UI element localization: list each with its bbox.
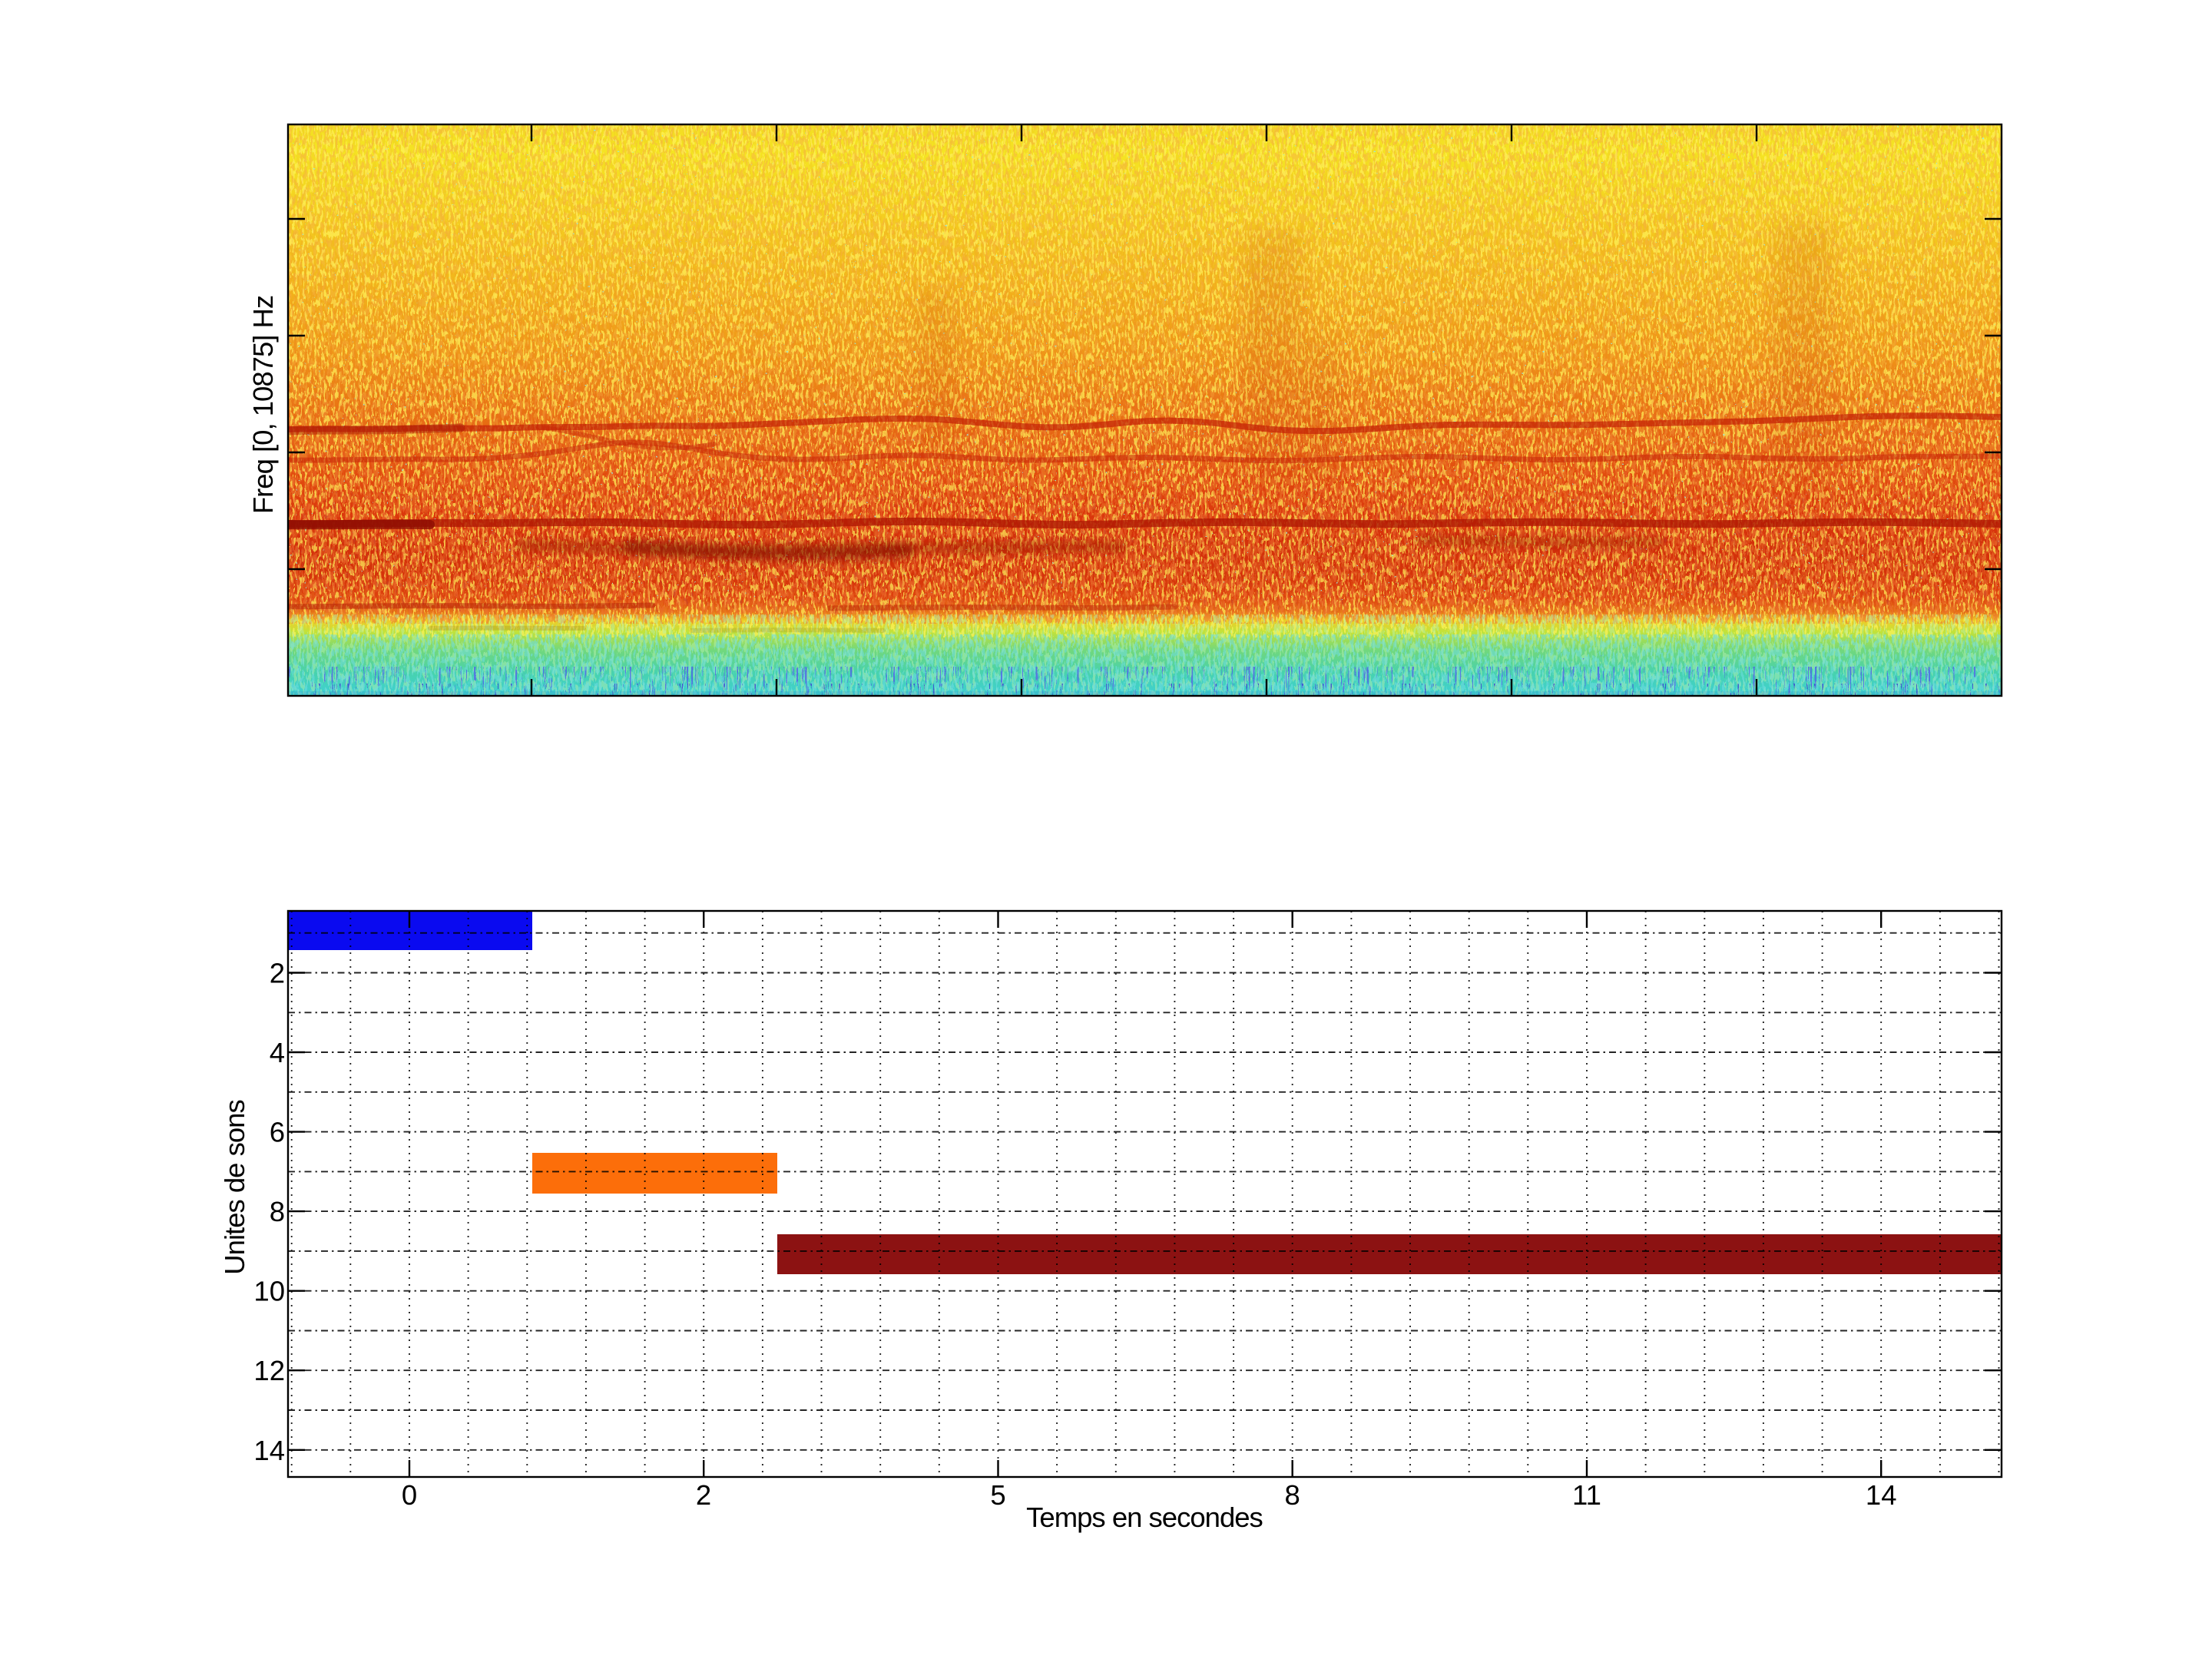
svg-text:2: 2 — [696, 1479, 711, 1511]
svg-text:12: 12 — [253, 1355, 285, 1386]
svg-text:5: 5 — [990, 1479, 1005, 1511]
svg-text:6: 6 — [270, 1117, 285, 1148]
svg-text:8: 8 — [270, 1196, 285, 1227]
svg-text:4: 4 — [270, 1037, 285, 1068]
svg-text:14: 14 — [1866, 1479, 1897, 1511]
svg-text:11: 11 — [1572, 1479, 1601, 1511]
svg-text:14: 14 — [253, 1435, 285, 1466]
svg-text:2: 2 — [270, 958, 285, 989]
svg-text:8: 8 — [1285, 1479, 1300, 1511]
svg-text:Temps en secondes: Temps en secondes — [1026, 1502, 1263, 1533]
svg-text:Unites de sons: Unites de sons — [219, 1100, 250, 1274]
svg-text:10: 10 — [253, 1276, 285, 1307]
svg-text:0: 0 — [402, 1479, 417, 1511]
svg-text:Freq [0, 10875] Hz: Freq [0, 10875] Hz — [247, 296, 279, 514]
